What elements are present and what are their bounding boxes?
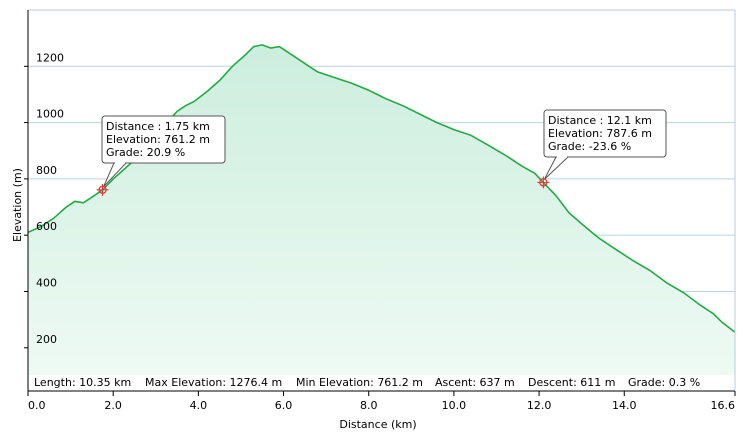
x-tick-label: 8.0 bbox=[360, 399, 378, 412]
y-tick-label: 200 bbox=[36, 333, 57, 346]
x-tick-label: 2.0 bbox=[104, 399, 122, 412]
x-tick-label: 10.0 bbox=[442, 399, 467, 412]
x-tick-label: 6.0 bbox=[275, 399, 293, 412]
x-tick-label: 14.0 bbox=[612, 399, 637, 412]
callout-line: Distance : 12.1 km bbox=[548, 114, 652, 127]
callout-line: Elevation: 787.6 m bbox=[548, 127, 652, 140]
callout-line: Distance : 1.75 km bbox=[106, 120, 210, 133]
stat-text: Ascent: 637 m bbox=[435, 376, 515, 389]
y-axis-title: Elevation (m) bbox=[11, 168, 24, 242]
y-tick-label: 1200 bbox=[36, 51, 64, 64]
callout-line: Grade: 20.9 % bbox=[106, 146, 185, 159]
stat-text: Min Elevation: 761.2 m bbox=[296, 376, 423, 389]
y-axis-ticks: 200 400 600 800 1000 1200 bbox=[24, 51, 64, 349]
elevation-line bbox=[27, 44, 736, 333]
callout-line: Grade: -23.6 % bbox=[548, 140, 631, 153]
callout-box bbox=[101, 115, 226, 164]
stat-text: Length: 10.35 km bbox=[34, 376, 131, 389]
x-tick-label: 16.6 bbox=[711, 399, 736, 412]
y-tick-label: 800 bbox=[36, 164, 57, 177]
callout-box bbox=[543, 109, 667, 158]
y-tick-label: 400 bbox=[36, 276, 57, 289]
stat-text: Descent: 611 m bbox=[528, 376, 615, 389]
stats-bar: Length: 10.35 km Max Elevation: 1276.4 m M… bbox=[34, 376, 700, 389]
x-axis-ticks: 0.0 2.0 4.0 6.0 8.0 10.0 12.0 14.0 16.6 bbox=[27, 391, 736, 412]
stat-text: Grade: 0.3 % bbox=[628, 376, 700, 389]
x-tick-label: 0.0 bbox=[28, 399, 46, 412]
y-tick-label: 1000 bbox=[36, 108, 64, 121]
x-tick-label: 4.0 bbox=[190, 399, 208, 412]
callout-line: Elevation: 761.2 m bbox=[106, 133, 210, 146]
x-axis-title: Distance (km) bbox=[339, 418, 416, 431]
stat-text: Max Elevation: 1276.4 m bbox=[145, 376, 282, 389]
x-tick-label: 12.0 bbox=[527, 399, 552, 412]
y-tick-label: 600 bbox=[36, 220, 57, 233]
